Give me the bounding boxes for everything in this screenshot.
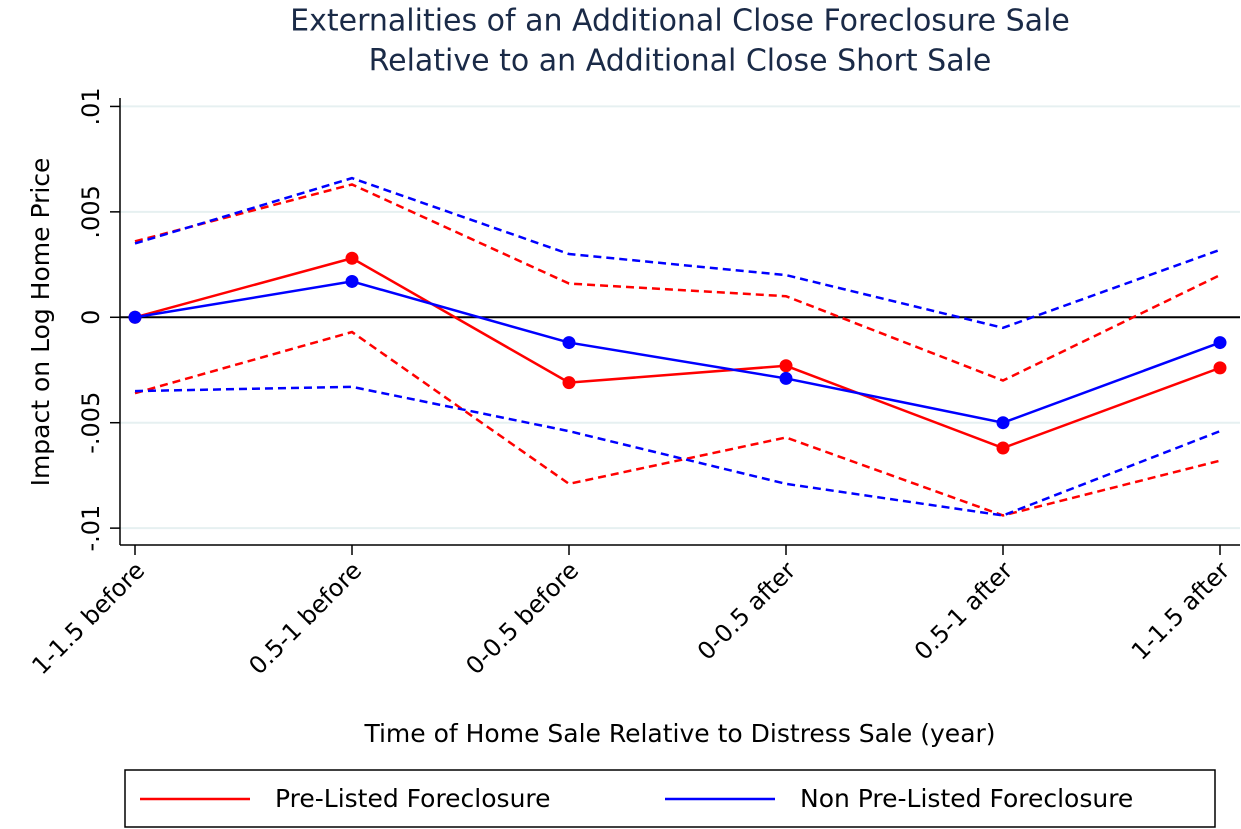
legend-box xyxy=(124,769,1216,828)
y-tick-label: .005 xyxy=(77,185,105,238)
series-line xyxy=(134,256,1221,450)
ci-lower-line xyxy=(134,385,1221,517)
x-axis-title: Time of Home Sale Relative to Distress S… xyxy=(363,719,995,748)
y-tick-label: -.005 xyxy=(77,392,105,454)
x-tick-label: 1-1.5 before xyxy=(26,556,150,680)
legend-label: Non Pre-Listed Foreclosure xyxy=(800,784,1133,813)
chart-title: Externalities of an Additional Close For… xyxy=(290,4,1070,39)
ci-lower-line xyxy=(134,330,1221,517)
point xyxy=(562,336,576,350)
point xyxy=(562,376,576,390)
legend-label: Pre-Listed Foreclosure xyxy=(275,784,551,813)
point xyxy=(1213,336,1227,350)
point xyxy=(128,310,142,324)
x-tick-label: 0-0.5 before xyxy=(460,556,584,680)
point xyxy=(345,274,359,288)
ci-upper-line xyxy=(134,176,1221,330)
point xyxy=(345,251,359,265)
x-tick-label: 0.5-1 after xyxy=(909,556,1018,665)
series-line xyxy=(134,280,1221,425)
y-tick-label: -.01 xyxy=(77,505,105,552)
y-axis-title: Impact on Log Home Price xyxy=(26,158,55,487)
point xyxy=(996,416,1010,430)
ci-upper-line xyxy=(134,183,1221,382)
point xyxy=(779,371,793,385)
x-tick-label: 0-0.5 after xyxy=(692,556,801,665)
y-tick-label: .01 xyxy=(77,87,105,125)
point xyxy=(996,441,1010,455)
point xyxy=(1213,361,1227,375)
point xyxy=(779,359,793,373)
x-tick-label: 1-1.5 after xyxy=(1126,556,1235,665)
x-tick-label: 0.5-1 before xyxy=(243,556,367,680)
y-tick-label: 0 xyxy=(77,310,105,325)
chart-title: Relative to an Additional Close Short Sa… xyxy=(369,44,992,79)
